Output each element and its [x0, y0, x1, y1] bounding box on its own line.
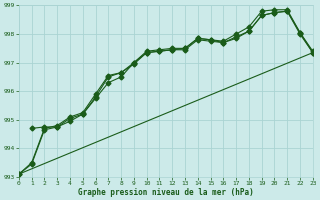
X-axis label: Graphe pression niveau de la mer (hPa): Graphe pression niveau de la mer (hPa) [78, 188, 254, 197]
